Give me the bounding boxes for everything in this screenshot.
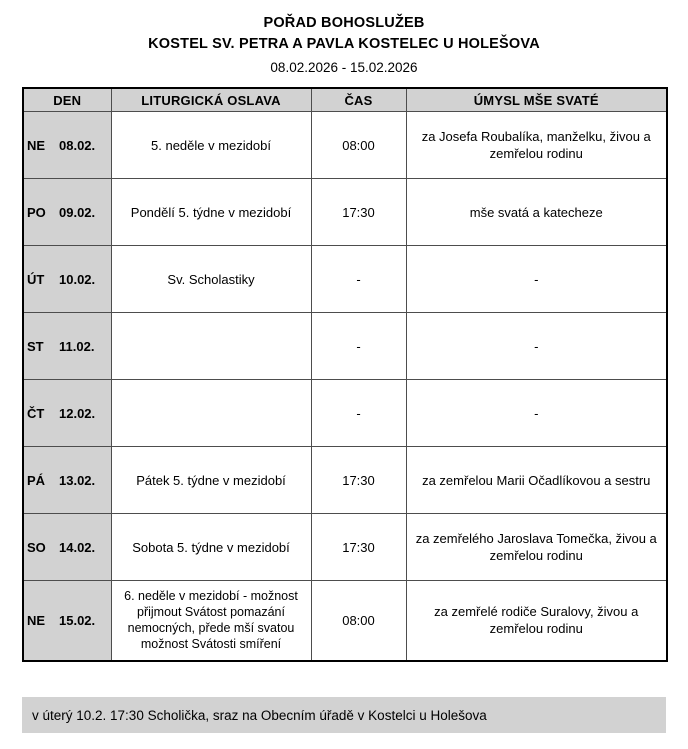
day-code: NE	[27, 612, 46, 628]
table-body: NE 08.02. 5. neděle v mezidobí 08:00 za J…	[22, 111, 668, 661]
column-header-umysl: ÚMYSL MŠE SVATÉ	[405, 87, 668, 112]
cell-umysl: -	[405, 379, 668, 447]
day-code: ČT	[27, 405, 45, 421]
cell-umysl: za zemřelého Jaroslava Tomečka, živou a …	[405, 513, 668, 581]
day-code: ST	[27, 338, 44, 354]
cell-liturgicka-oslava: 5. neděle v mezidobí	[110, 111, 312, 179]
cell-umysl: za Josefa Roubalíka, manželku, živou a z…	[405, 111, 668, 179]
cell-liturgicka-oslava: Sobota 5. týdne v mezidobí	[110, 513, 312, 581]
cell-day: ST 11.02.	[22, 312, 112, 380]
table-row: ST 11.02. - -	[22, 312, 668, 380]
day-date: 12.02.	[59, 405, 96, 421]
schedule-table-wrap: DEN LITURGICKÁ OSLAVA ČAS ÚMYSL MŠE SVAT…	[22, 87, 668, 662]
cell-cas: -	[310, 379, 407, 447]
cell-liturgicka-oslava: Pondělí 5. týdne v mezidobí	[110, 178, 312, 246]
table-row: PO 09.02. Pondělí 5. týdne v mezidobí 17:…	[22, 178, 668, 246]
day-date: 08.02.	[59, 137, 96, 153]
footer-note: v úterý 10.2. 17:30 Scholička, sraz na O…	[22, 697, 666, 733]
table-row: ČT 12.02. - -	[22, 379, 668, 447]
cell-day: ÚT 10.02.	[22, 245, 112, 313]
cell-day: NE 15.02.	[22, 580, 112, 661]
day-code: SO	[27, 539, 46, 555]
table-row: PÁ 13.02. Pátek 5. týdne v mezidobí 17:30…	[22, 446, 668, 514]
table-header: DEN LITURGICKÁ OSLAVA ČAS ÚMYSL MŠE SVAT…	[22, 87, 668, 112]
page-subtitle-church: KOSTEL SV. PETRA A PAVLA KOSTELEC U HOLE…	[148, 36, 540, 52]
day-date: 09.02.	[59, 204, 96, 220]
day-date: 14.02.	[59, 539, 96, 555]
cell-cas: -	[310, 312, 407, 380]
date-range: 08.02.2026 - 15.02.2026	[270, 60, 418, 75]
cell-liturgicka-oslava: Sv. Scholastiky	[110, 245, 312, 313]
page-title: POŘAD BOHOSLUŽEB	[263, 15, 425, 31]
cell-cas: 08:00	[310, 580, 407, 661]
document-header: POŘAD BOHOSLUŽEB KOSTEL SV. PETRA A PAVL…	[0, 0, 688, 78]
cell-day: PÁ 13.02.	[22, 446, 112, 514]
cell-cas: 08:00	[310, 111, 407, 179]
table-row: ÚT 10.02. Sv. Scholastiky - -	[22, 245, 668, 313]
cell-umysl: za zemřelou Marii Očadlíkovou a sestru	[405, 446, 668, 514]
cell-liturgicka-oslava	[110, 312, 312, 380]
cell-umysl: -	[405, 245, 668, 313]
cell-liturgicka-oslava	[110, 379, 312, 447]
cell-umysl: -	[405, 312, 668, 380]
table-row: SO 14.02. Sobota 5. týdne v mezidobí 17:3…	[22, 513, 668, 581]
cell-umysl: mše svatá a katecheze	[405, 178, 668, 246]
day-code: NE	[27, 137, 46, 153]
day-date: 10.02.	[59, 271, 96, 287]
day-date: 15.02.	[59, 612, 96, 628]
footer-note-text: v úterý 10.2. 17:30 Scholička, sraz na O…	[32, 707, 487, 723]
cell-cas: 17:30	[310, 178, 407, 246]
column-header-den: DEN	[22, 87, 112, 112]
cell-umysl: za zemřelé rodiče Suralovy, živou a zemř…	[405, 580, 668, 661]
cell-day: PO 09.02.	[22, 178, 112, 246]
table-header-row: DEN LITURGICKÁ OSLAVA ČAS ÚMYSL MŠE SVAT…	[22, 87, 668, 112]
day-date: 13.02.	[59, 472, 96, 488]
cell-liturgicka-oslava: 6. neděle v mezidobí - možnost přijmout …	[110, 580, 312, 661]
cell-liturgicka-oslava: Pátek 5. týdne v mezidobí	[110, 446, 312, 514]
column-header-cas: ČAS	[310, 87, 407, 112]
day-code: PÁ	[27, 472, 46, 488]
cell-day: ČT 12.02.	[22, 379, 112, 447]
column-header-liturgicka-oslava: LITURGICKÁ OSLAVA	[110, 87, 312, 112]
schedule-table: DEN LITURGICKÁ OSLAVA ČAS ÚMYSL MŠE SVAT…	[22, 87, 668, 662]
cell-cas: -	[310, 245, 407, 313]
cell-cas: 17:30	[310, 446, 407, 514]
day-date: 11.02.	[59, 338, 95, 354]
day-code: ÚT	[27, 271, 45, 287]
cell-day: NE 08.02.	[22, 111, 112, 179]
cell-cas: 17:30	[310, 513, 407, 581]
table-row: NE 15.02. 6. neděle v mezidobí - možnost …	[22, 580, 668, 661]
day-code: PO	[27, 204, 46, 220]
cell-day: SO 14.02.	[22, 513, 112, 581]
table-row: NE 08.02. 5. neděle v mezidobí 08:00 za J…	[22, 111, 668, 179]
